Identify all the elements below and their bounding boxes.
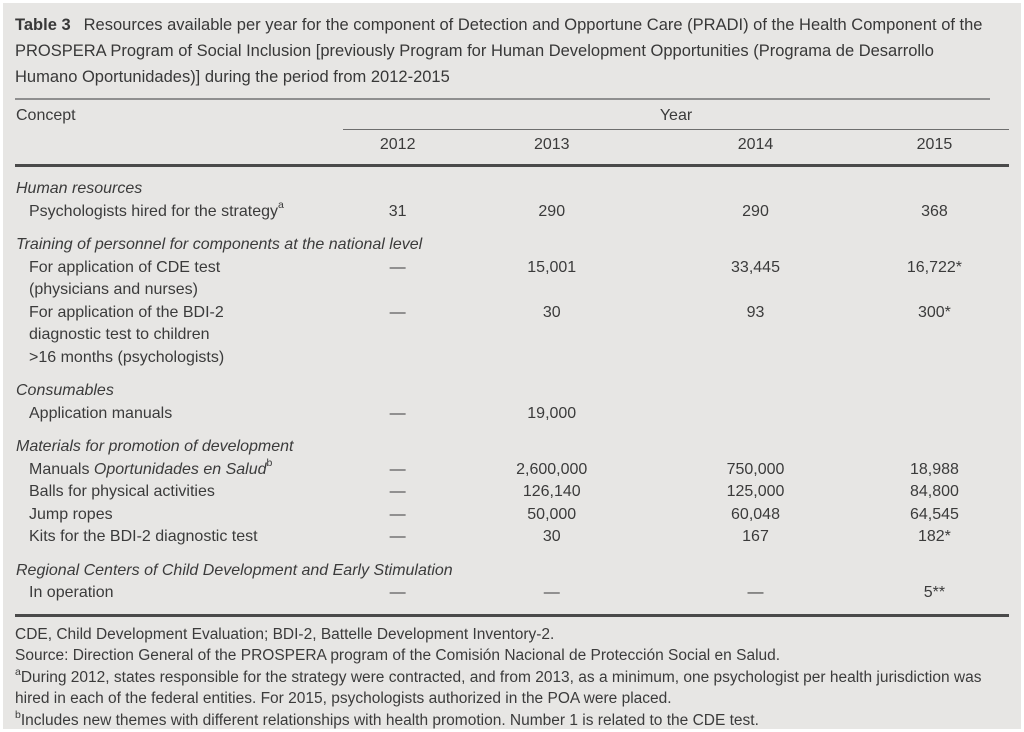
row-label: For application of CDE test (physicians … (29, 258, 221, 299)
value-cell: 16,722* (906, 258, 963, 276)
section-header-row: Regional Centers of Child Development an… (15, 549, 1009, 583)
value-cell: 64,545 (909, 505, 959, 523)
value-cell: — (389, 258, 406, 276)
value-cell: 60,048 (731, 505, 780, 523)
value-cell: 300* (917, 303, 951, 321)
data-row: Application manuals — 19,000 (15, 403, 1009, 426)
value-cell: — (389, 460, 406, 478)
data-row: Jump ropes — 50,000 60,048 64,545 (15, 504, 1009, 527)
value-cell: 30 (542, 528, 561, 545)
italic-manual-title: Oportunidades en Salud (93, 460, 267, 478)
value-cell: — (389, 528, 406, 545)
table-caption-text: Resources available per year for the com… (15, 16, 983, 86)
section-title: Consumables (16, 382, 114, 399)
row-label: Jump ropes (29, 505, 113, 523)
header-row-year-group: Concept Year (15, 100, 1009, 167)
row-label: Kits for the BDI-2 diagnostic test (29, 528, 258, 545)
footnote-marker-b: b (266, 457, 273, 470)
row-label: Balls for physical activities (29, 483, 215, 500)
value-cell: 15,001 (527, 258, 577, 276)
value-cell (860, 403, 1009, 426)
value-cell: 50,000 (527, 505, 577, 523)
section-header-row: Training of personnel for components at … (15, 223, 1009, 257)
value-cell: 19,000 (527, 404, 577, 422)
year-group-header: Year (343, 100, 1009, 130)
value-cell: — (543, 584, 560, 601)
value-cell: 93 (746, 303, 765, 321)
value-cell: 182* (917, 528, 951, 545)
section-header-row: Consumables (15, 369, 1009, 403)
value-cell: 167 (742, 528, 769, 545)
section-title: Regional Centers of Child Development an… (16, 561, 453, 579)
year-column-2013: 2013 (452, 129, 652, 167)
footnote-abbreviations: CDE, Child Development Evaluation; BDI-2… (15, 625, 555, 643)
value-cell: 126,140 (522, 483, 581, 500)
header-row-years: 2012 2013 2014 2015 (15, 129, 1009, 167)
footnote-a-marker: a (15, 665, 21, 678)
data-row: In operation — — — 5** (15, 582, 1009, 615)
value-cell: — (389, 303, 406, 321)
data-row: For application of the BDI-2 diagnostic … (15, 302, 1009, 370)
value-cell: 84,800 (909, 483, 959, 500)
value-cell: — (389, 483, 406, 500)
footnote-marker-a: a (278, 199, 284, 212)
row-label: In operation (29, 584, 114, 601)
footnote-b-marker: b (15, 708, 21, 721)
data-row: For application of CDE test (physicians … (15, 257, 1009, 302)
table-footnotes: CDE, Child Development Evaluation; BDI-2… (15, 617, 1009, 732)
section-header-row: Materials for promotion of development (15, 425, 1009, 459)
value-cell: 18,988 (909, 460, 959, 478)
row-label: Application manuals (29, 404, 173, 422)
footnote-source: Source: Direction General of the PROSPER… (15, 647, 781, 665)
value-cell: — (389, 584, 406, 601)
footnote-b: bIncludes new themes with different rela… (15, 708, 759, 729)
year-column-2012: 2012 (343, 129, 453, 167)
value-cell: 30 (542, 303, 561, 321)
table-figure-panel: Table 3 Resources available per year for … (3, 3, 1021, 729)
value-cell: 290 (742, 202, 769, 220)
table-caption: Table 3 Resources available per year for … (15, 12, 990, 100)
row-label: Manuals Oportunidades en Saludb (29, 457, 273, 478)
concept-column-header: Concept (15, 100, 344, 167)
value-cell: — (389, 505, 406, 523)
row-label: Psychologists hired for the strategya (29, 199, 284, 220)
section-header-row: Human resources (15, 166, 1009, 201)
section-title: Training of personnel for components at … (16, 236, 423, 253)
value-cell: 31 (388, 202, 407, 220)
data-row: Balls for physical activities — 126,140 … (15, 481, 1009, 504)
value-cell: 5** (923, 584, 946, 601)
value-cell: 2,600,000 (516, 460, 588, 478)
value-cell: — (389, 404, 406, 422)
year-column-2014: 2014 (651, 129, 860, 167)
value-cell: 33,445 (731, 258, 780, 276)
value-cell (651, 403, 860, 426)
value-cell: — (747, 584, 764, 601)
resources-table: Concept Year 2012 2013 2014 2015 Human r… (15, 100, 1009, 617)
table-number-label: Table 3 (15, 16, 71, 34)
value-cell: 750,000 (726, 460, 785, 478)
data-row: Psychologists hired for the strategya 31… (15, 199, 1009, 224)
value-cell: 368 (921, 202, 948, 220)
section-title: Human resources (16, 180, 143, 197)
footnote-a: aDuring 2012, states responsible for the… (15, 665, 982, 708)
value-cell: 125,000 (726, 483, 785, 500)
year-column-2015: 2015 (859, 129, 1009, 167)
row-label: For application of the BDI-2 diagnostic … (29, 303, 225, 366)
value-cell: 290 (538, 202, 566, 220)
data-row: Kits for the BDI-2 diagnostic test — 30 … (15, 526, 1009, 549)
data-row: Manuals Oportunidades en Saludb — 2,600,… (15, 457, 1009, 482)
section-title: Materials for promotion of development (16, 438, 294, 455)
